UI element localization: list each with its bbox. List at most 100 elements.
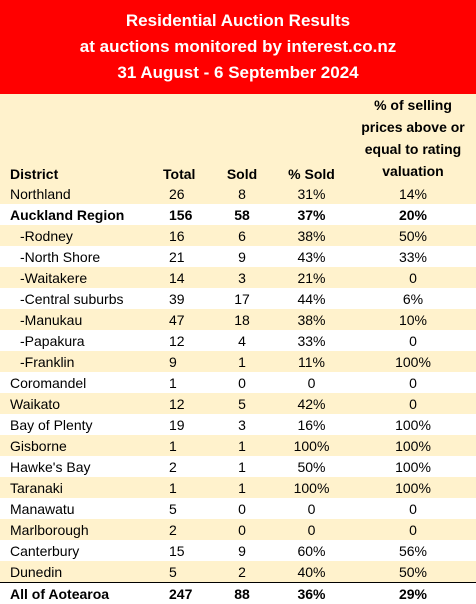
cell-above-valuation: 0 (350, 498, 476, 519)
cell-district: Manawatu (0, 498, 163, 519)
cell-total: 1 (163, 372, 211, 393)
column-header-above-valuation: % of selling prices above or equal to ra… (350, 94, 476, 183)
cell-total: 21 (163, 246, 211, 267)
cell-total: 47 (163, 309, 211, 330)
cell-pct-sold: 16% (273, 414, 350, 435)
cell-above-valuation: 0 (350, 393, 476, 414)
cell-total: 26 (163, 183, 211, 204)
column-header-above-line: equal to rating (350, 138, 476, 160)
cell-above-valuation: 50% (350, 561, 476, 583)
cell-district: All of Aotearoa (0, 583, 163, 604)
cell-above-valuation: 100% (350, 477, 476, 498)
report-header: Residential Auction Results at auctions … (0, 0, 476, 94)
cell-district: -Papakura (0, 330, 163, 351)
cell-district: Waikato (0, 393, 163, 414)
cell-total: 9 (163, 351, 211, 372)
column-header-district: District (0, 94, 163, 183)
column-header-above-line: % of selling (350, 94, 476, 116)
cell-district: Northland (0, 183, 163, 204)
cell-total: 156 (163, 204, 211, 225)
cell-above-valuation: 0 (350, 372, 476, 393)
cell-pct-sold: 60% (273, 540, 350, 561)
header-date-range: 31 August - 6 September 2024 (0, 60, 476, 86)
cell-pct-sold: 44% (273, 288, 350, 309)
cell-pct-sold: 38% (273, 309, 350, 330)
cell-district: Dunedin (0, 561, 163, 583)
cell-pct-sold: 11% (273, 351, 350, 372)
cell-above-valuation: 6% (350, 288, 476, 309)
cell-district: -Manukau (0, 309, 163, 330)
header-subtitle: at auctions monitored by interest.co.nz (0, 34, 476, 60)
cell-total: 19 (163, 414, 211, 435)
cell-district: Bay of Plenty (0, 414, 163, 435)
cell-sold: 3 (211, 414, 273, 435)
cell-total: 12 (163, 393, 211, 414)
header-title: Residential Auction Results (0, 8, 476, 34)
cell-district: Coromandel (0, 372, 163, 393)
column-header-pct-sold: % Sold (273, 94, 350, 183)
cell-sold: 2 (211, 561, 273, 583)
cell-sold: 18 (211, 309, 273, 330)
cell-sold: 8 (211, 183, 273, 204)
cell-sold: 0 (211, 498, 273, 519)
column-header-total: Total (163, 94, 211, 183)
cell-total: 1 (163, 435, 211, 456)
cell-sold: 6 (211, 225, 273, 246)
cell-total: 39 (163, 288, 211, 309)
cell-pct-sold: 50% (273, 456, 350, 477)
cell-sold: 1 (211, 456, 273, 477)
cell-above-valuation: 14% (350, 183, 476, 204)
cell-total: 15 (163, 540, 211, 561)
cell-sold: 17 (211, 288, 273, 309)
column-header-sold: Sold (211, 94, 273, 183)
cell-district: Marlborough (0, 519, 163, 540)
cell-total: 12 (163, 330, 211, 351)
cell-above-valuation: 0 (350, 330, 476, 351)
cell-above-valuation: 20% (350, 204, 476, 225)
cell-above-valuation: 56% (350, 540, 476, 561)
cell-district: Canterbury (0, 540, 163, 561)
cell-district: Auckland Region (0, 204, 163, 225)
cell-above-valuation: 100% (350, 456, 476, 477)
cell-above-valuation: 50% (350, 225, 476, 246)
cell-sold: 0 (211, 519, 273, 540)
cell-above-valuation: 0 (350, 519, 476, 540)
cell-district: -Waitakere (0, 267, 163, 288)
cell-district: Hawke's Bay (0, 456, 163, 477)
cell-sold: 9 (211, 246, 273, 267)
cell-pct-sold: 40% (273, 561, 350, 583)
cell-total: 5 (163, 498, 211, 519)
cell-total: 5 (163, 561, 211, 583)
cell-total: 2 (163, 519, 211, 540)
cell-sold: 58 (211, 204, 273, 225)
cell-sold: 88 (211, 583, 273, 604)
cell-above-valuation: 100% (350, 414, 476, 435)
cell-pct-sold: 100% (273, 477, 350, 498)
cell-above-valuation: 100% (350, 351, 476, 372)
cell-pct-sold: 0 (273, 372, 350, 393)
cell-pct-sold: 42% (273, 393, 350, 414)
cell-pct-sold: 21% (273, 267, 350, 288)
cell-pct-sold: 43% (273, 246, 350, 267)
cell-above-valuation: 0 (350, 267, 476, 288)
cell-district: -Rodney (0, 225, 163, 246)
cell-sold: 1 (211, 351, 273, 372)
